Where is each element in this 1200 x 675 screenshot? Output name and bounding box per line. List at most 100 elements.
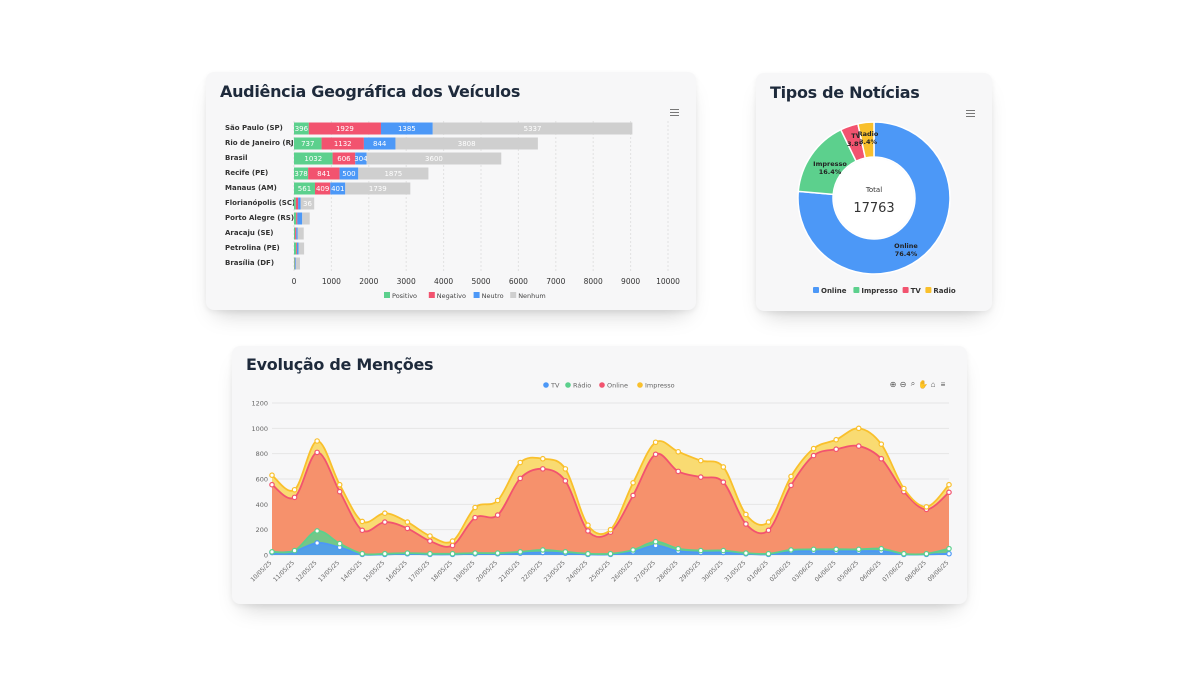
legend-label[interactable]: Nenhum: [518, 292, 546, 300]
bar-segment-negativo[interactable]: [296, 242, 297, 255]
legend-label[interactable]: Positivo: [392, 292, 417, 300]
data-point[interactable]: [382, 519, 388, 525]
bar-segment-negativo[interactable]: [314, 182, 331, 195]
legend-label[interactable]: TV: [550, 382, 560, 390]
data-point[interactable]: [630, 480, 636, 486]
data-point[interactable]: [291, 547, 298, 554]
data-point[interactable]: [562, 478, 569, 484]
data-point[interactable]: [314, 449, 320, 456]
bar-segment-negativo[interactable]: [308, 167, 340, 180]
bar-segment-negativo[interactable]: [295, 197, 299, 210]
data-point[interactable]: [449, 550, 456, 557]
types-menu-icon[interactable]: [966, 110, 975, 117]
data-point[interactable]: [382, 550, 388, 557]
bar-segment-nenhum[interactable]: [300, 197, 315, 210]
data-point[interactable]: [607, 550, 614, 557]
bar-segment-positivo[interactable]: [294, 137, 322, 150]
data-point[interactable]: [494, 512, 501, 518]
data-point[interactable]: [472, 514, 478, 521]
data-point[interactable]: [675, 545, 682, 552]
data-point[interactable]: [810, 546, 817, 553]
data-point[interactable]: [539, 547, 546, 553]
data-point[interactable]: [517, 459, 524, 466]
data-point[interactable]: [833, 546, 839, 553]
bar-segment-neutro[interactable]: [363, 137, 396, 150]
data-point[interactable]: [404, 550, 411, 556]
pan-hand-icon[interactable]: ✋: [918, 379, 928, 389]
data-point[interactable]: [901, 550, 907, 557]
bar-segment-positivo[interactable]: [294, 257, 295, 270]
data-point[interactable]: [494, 497, 501, 504]
bar-segment-neutro[interactable]: [355, 152, 367, 165]
data-point[interactable]: [901, 485, 907, 492]
zoom-select-icon[interactable]: ⌕: [910, 379, 916, 388]
legend-label[interactable]: Neutro: [482, 292, 504, 300]
data-point[interactable]: [427, 538, 433, 544]
data-point[interactable]: [765, 550, 772, 557]
data-point[interactable]: [923, 504, 930, 510]
data-point[interactable]: [494, 550, 501, 556]
data-point[interactable]: [517, 475, 524, 482]
bar-segment-neutro[interactable]: [298, 197, 301, 210]
bar-segment-negativo[interactable]: [294, 257, 296, 270]
data-point[interactable]: [652, 538, 659, 545]
bar-segment-neutro[interactable]: [380, 122, 433, 135]
zoom-out-icon[interactable]: ⊖: [899, 379, 907, 389]
data-point[interactable]: [720, 547, 727, 554]
data-point[interactable]: [675, 448, 682, 455]
bar-segment-nenhum[interactable]: [395, 137, 538, 150]
data-point[interactable]: [878, 455, 885, 462]
bar-segment-positivo[interactable]: [294, 227, 296, 240]
bar-segment-nenhum[interactable]: [297, 227, 304, 240]
data-point[interactable]: [314, 438, 320, 444]
data-point[interactable]: [855, 425, 862, 432]
bar-segment-neutro[interactable]: [297, 212, 303, 225]
bar-segment-positivo[interactable]: [294, 167, 309, 180]
data-point[interactable]: [697, 457, 704, 464]
legend-label[interactable]: Impresso: [645, 382, 675, 390]
data-point[interactable]: [291, 494, 298, 501]
data-point[interactable]: [855, 546, 862, 553]
bar-segment-nenhum[interactable]: [302, 212, 310, 225]
legend-label[interactable]: Impresso: [861, 287, 897, 295]
data-point[interactable]: [946, 545, 952, 552]
bar-segment-negativo[interactable]: [296, 212, 298, 225]
data-point[interactable]: [314, 540, 320, 546]
reset-home-icon[interactable]: ⌂: [930, 379, 936, 389]
data-point[interactable]: [269, 472, 275, 479]
data-point[interactable]: [314, 528, 320, 534]
data-point[interactable]: [697, 547, 704, 554]
data-point[interactable]: [946, 489, 952, 496]
data-point[interactable]: [585, 550, 591, 557]
data-point[interactable]: [404, 519, 411, 525]
bar-segment-nenhum[interactable]: [298, 242, 305, 255]
data-point[interactable]: [743, 521, 749, 527]
data-point[interactable]: [607, 526, 614, 533]
data-point[interactable]: [449, 542, 456, 549]
data-point[interactable]: [878, 441, 885, 447]
data-point[interactable]: [765, 527, 772, 534]
legend-label[interactable]: Radio: [933, 287, 956, 295]
data-point[interactable]: [652, 451, 659, 458]
legend-label[interactable]: TV: [911, 287, 922, 295]
data-point[interactable]: [539, 466, 546, 472]
chart-menu-icon[interactable]: ≡: [940, 379, 946, 389]
bar-segment-positivo[interactable]: [294, 152, 333, 165]
data-point[interactable]: [923, 550, 930, 557]
data-point[interactable]: [427, 533, 433, 539]
data-point[interactable]: [810, 445, 817, 452]
bar-segment-positivo[interactable]: [294, 242, 297, 255]
data-point[interactable]: [946, 550, 952, 557]
data-point[interactable]: [269, 549, 275, 555]
data-point[interactable]: [359, 518, 366, 525]
data-point[interactable]: [788, 482, 794, 489]
geo-menu-icon[interactable]: [670, 109, 679, 116]
data-point[interactable]: [336, 481, 343, 488]
data-point[interactable]: [788, 547, 794, 553]
data-point[interactable]: [269, 481, 275, 488]
data-point[interactable]: [517, 549, 524, 555]
donut-slice-online[interactable]: [797, 121, 951, 275]
bar-segment-neutro[interactable]: [330, 182, 346, 195]
bar-segment-negativo[interactable]: [295, 227, 297, 240]
data-point[interactable]: [810, 452, 817, 459]
